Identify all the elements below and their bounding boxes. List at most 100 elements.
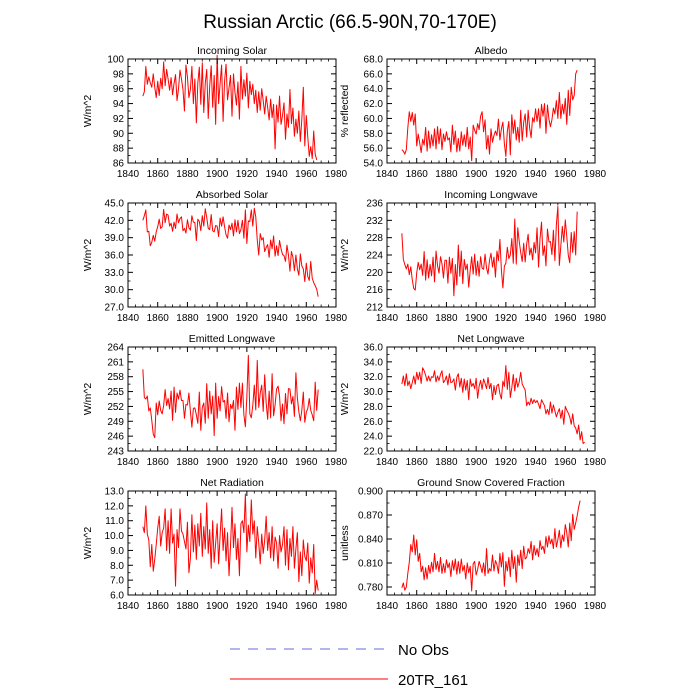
- panel-net-longwave-xtick-label: 1860: [406, 457, 429, 468]
- panel-absorbed-solar-xtick-label: 1920: [236, 313, 259, 324]
- panel-ground-snow-covered-fraction-xtick-label: 1880: [435, 601, 458, 612]
- panels: 1840 1860 1880 1900 1920 1940 1960 1980 86 88 90 92…: [82, 45, 607, 612]
- panel-albedo-xtick-label: 1840: [376, 169, 399, 180]
- panel-incoming-longwave-ytick-label: 228: [366, 233, 383, 244]
- panel-absorbed-solar-xtick-label: 1880: [176, 313, 199, 324]
- panel-incoming-solar-ylabel: W/m^2: [82, 95, 94, 128]
- panel-net-radiation-xtick-label: 1900: [206, 601, 229, 612]
- panel-incoming-solar-xtick-label: 1860: [147, 169, 170, 180]
- panel-incoming-solar-ytick-label: 94: [113, 99, 125, 110]
- panel-incoming-solar-xtick-label: 1880: [176, 169, 199, 180]
- panel-ground-snow-covered-fraction-ytick-label: 0.870: [358, 511, 383, 522]
- panel-net-longwave-ytick-label: 22.0: [364, 447, 384, 458]
- panel-albedo-ytick-label: 64.0: [364, 84, 384, 95]
- panel-incoming-solar-title: Incoming Solar: [197, 45, 268, 57]
- panel-emitted-longwave-ytick-label: 246: [107, 432, 124, 443]
- panel-albedo-ytick-label: 60.0: [364, 114, 384, 125]
- panel-emitted-longwave-frame: [127, 346, 337, 452]
- panel-net-radiation-ylabel: W/m^2: [82, 527, 94, 560]
- legend-20tr-label: 20TR_161: [398, 672, 468, 689]
- panel-net-radiation-ytick-label: 7.0: [110, 576, 124, 587]
- panel-net-longwave-ytick-label: 32.0: [364, 372, 384, 383]
- panel-net-longwave-xtick-label: 1980: [584, 457, 607, 468]
- panel-emitted-longwave-ytick-label: 261: [107, 357, 124, 368]
- panel-incoming-longwave-xtick-label: 1940: [524, 313, 547, 324]
- panel-net-radiation-ytick-label: 12.0: [105, 501, 125, 512]
- panel-albedo-xtick-label: 1880: [435, 169, 458, 180]
- panel-net-radiation-xtick-label: 1940: [265, 601, 288, 612]
- panel-incoming-longwave-xtick-label: 1900: [465, 313, 488, 324]
- panel-net-longwave-xtick-label: 1920: [495, 457, 518, 468]
- panel-absorbed-solar: 1840 1860 1880 1900 1920 1940 1960 1980 27.0 30.0…: [82, 189, 348, 324]
- panel-albedo-ytick-label: 58.0: [364, 129, 384, 140]
- panel-albedo-ytick-label: 56.0: [364, 144, 384, 155]
- panel-incoming-solar-ytick-label: 88: [113, 144, 125, 155]
- panel-albedo-xtick-label: 1900: [465, 169, 488, 180]
- panel-incoming-solar-xtick-label: 1840: [117, 169, 140, 180]
- panel-net-longwave-ytick-label: 34.0: [364, 357, 384, 368]
- panel-incoming-longwave-ytick-label: 236: [366, 199, 383, 210]
- panel-ground-snow-covered-fraction-title: Ground Snow Covered Fraction: [417, 477, 565, 489]
- panel-incoming-solar-xtick-label: 1960: [295, 169, 318, 180]
- panel-incoming-solar-ytick-label: 86: [113, 159, 125, 170]
- panel-emitted-longwave-ytick-label: 255: [107, 387, 124, 398]
- panel-ground-snow-covered-fraction-xtick-label: 1980: [584, 601, 607, 612]
- panel-emitted-longwave-ytick-label: 252: [107, 402, 124, 413]
- panel-incoming-longwave-title: Incoming Longwave: [444, 189, 538, 201]
- panel-ground-snow-covered-fraction-ylabel: unitless: [339, 525, 351, 561]
- panel-incoming-longwave-ytick-label: 220: [366, 268, 383, 279]
- panel-incoming-solar-ytick-label: 96: [113, 84, 125, 95]
- panel-net-longwave-xtick-label: 1940: [524, 457, 547, 468]
- panel-incoming-solar-ytick-label: 98: [113, 69, 125, 80]
- panel-net-radiation-ytick-label: 10.0: [105, 531, 125, 542]
- panel-albedo-xtick-label: 1960: [554, 169, 577, 180]
- panel-emitted-longwave-ylabel: W/m^2: [82, 383, 94, 416]
- panel-ground-snow-covered-fraction-ytick-label: 0.780: [358, 583, 383, 594]
- panel-albedo-ytick-label: 62.0: [364, 99, 384, 110]
- panel-absorbed-solar-xtick-label: 1980: [325, 313, 348, 324]
- panel-net-radiation-title: Net Radiation: [200, 477, 264, 489]
- panel-incoming-solar-xtick-label: 1900: [206, 169, 229, 180]
- panel-incoming-longwave-series-line: [401, 205, 578, 297]
- panel-net-radiation: 1840 1860 1880 1900 1920 1940 1960 1980 6.0 7.0 8.…: [82, 477, 348, 612]
- panel-net-longwave-ylabel: W/m^2: [339, 383, 351, 416]
- panel-albedo-xtick-label: 1920: [495, 169, 518, 180]
- panel-emitted-longwave-xtick-label: 1960: [295, 457, 318, 468]
- panel-net-longwave-ytick-label: 30.0: [364, 387, 384, 398]
- panel-incoming-solar-xtick-label: 1920: [236, 169, 259, 180]
- panel-incoming-solar: 1840 1860 1880 1900 1920 1940 1960 1980 86 88 90 92…: [82, 45, 348, 180]
- panel-absorbed-solar-ytick-label: 42.0: [105, 216, 125, 227]
- panel-absorbed-solar-xtick-label: 1900: [206, 313, 229, 324]
- panel-net-radiation-xtick-label: 1920: [236, 601, 259, 612]
- panel-emitted-longwave-series-line: [142, 354, 319, 439]
- panel-incoming-solar-series-line: [142, 54, 318, 161]
- panel-albedo-ylabel: % reflected: [339, 85, 351, 138]
- panel-emitted-longwave-xtick-label: 1840: [117, 457, 140, 468]
- panel-incoming-longwave-xtick-label: 1980: [584, 313, 607, 324]
- panel-incoming-longwave-ytick-label: 224: [366, 251, 383, 262]
- panel-emitted-longwave-ytick-label: 249: [107, 417, 124, 428]
- panel-absorbed-solar-ytick-label: 45.0: [105, 199, 125, 210]
- panel-ground-snow-covered-fraction-series-line: [401, 500, 581, 592]
- panel-absorbed-solar-xtick-label: 1840: [117, 313, 140, 324]
- panel-net-radiation-xtick-label: 1860: [147, 601, 170, 612]
- panel-absorbed-solar-ytick-label: 33.0: [105, 268, 125, 279]
- panel-incoming-longwave-xtick-label: 1860: [406, 313, 429, 324]
- panel-emitted-longwave-xtick-label: 1940: [265, 457, 288, 468]
- panel-net-longwave-xtick-label: 1840: [376, 457, 399, 468]
- panel-absorbed-solar-ylabel: W/m^2: [82, 239, 94, 272]
- panel-incoming-longwave-xtick-label: 1840: [376, 313, 399, 324]
- panel-net-longwave-frame: [386, 346, 596, 452]
- panel-incoming-solar-ytick-label: 92: [113, 114, 125, 125]
- panel-emitted-longwave-title: Emitted Longwave: [189, 333, 276, 345]
- panel-incoming-longwave-ytick-label: 212: [366, 303, 383, 314]
- panel-net-radiation-xtick-label: 1960: [295, 601, 318, 612]
- panel-incoming-longwave: 1840 1860 1880 1900 1920 1940 1960 1980 212 216 22…: [339, 189, 607, 324]
- panel-net-radiation-ytick-label: 13.0: [105, 487, 125, 498]
- panel-incoming-longwave-ytick-label: 216: [366, 285, 383, 296]
- panel-net-radiation-ytick-label: 9.0: [110, 546, 124, 557]
- panel-albedo: 1840 1860 1880 1900 1920 1940 1960 1980 54.0 56.0…: [339, 45, 607, 180]
- figure-title: Russian Arctic (66.5-90N,70-170E): [203, 12, 497, 33]
- legend-no-obs-label: No Obs: [398, 642, 449, 659]
